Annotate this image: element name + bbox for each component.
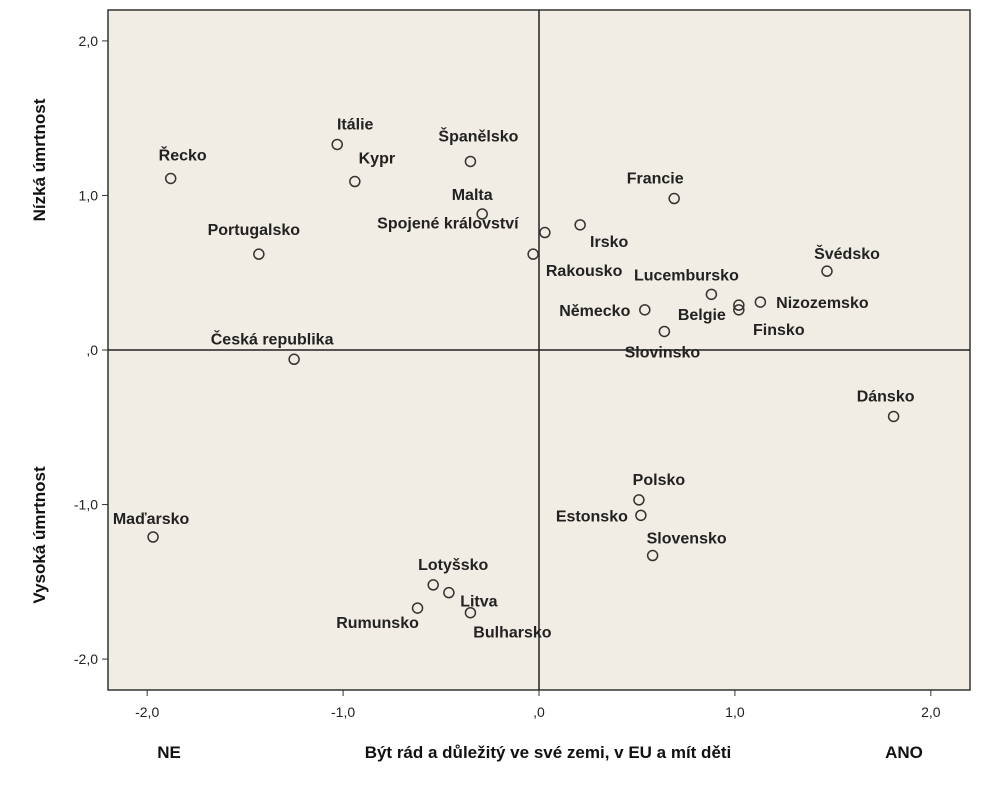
data-point	[821, 265, 833, 277]
x-tick-label: 1,0	[725, 704, 745, 720]
x-axis-ticks: -2,0 -1,0 ,0 1,0 2,0	[135, 690, 941, 720]
data-point-label: Estonsko	[556, 508, 628, 525]
data-point	[646, 549, 659, 562]
data-point	[349, 175, 361, 188]
data-point	[633, 494, 645, 506]
y-tick-label: 1,0	[79, 187, 99, 203]
data-point	[668, 192, 680, 205]
y-axis-ticks: 2,0 1,0 ,0 -1,0 -2,0	[74, 33, 108, 667]
y-tick-label: ,0	[86, 342, 98, 358]
data-point-label: Rumunsko	[336, 615, 419, 632]
data-point	[733, 299, 745, 311]
data-point-label: Španělsko	[438, 126, 518, 145]
x-axis-title: Být rád a důležitý ve své zemi, v EU a m…	[365, 743, 732, 762]
data-point-label: Česká republika	[211, 329, 334, 348]
data-point	[658, 325, 671, 338]
data-point-label: Litva	[460, 594, 497, 611]
data-point	[427, 579, 439, 591]
x-axis-right-label: ANO	[885, 743, 923, 762]
data-point	[705, 288, 718, 301]
x-tick-label: ,0	[533, 704, 545, 720]
data-point	[639, 304, 651, 316]
data-point-label: Švédsko	[814, 244, 880, 263]
x-tick-label: -1,0	[331, 704, 355, 720]
data-point	[464, 155, 477, 168]
data-point	[527, 248, 539, 260]
data-point-label: Belgie	[678, 307, 726, 324]
data-point-label: Malta	[452, 187, 493, 204]
data-point-label: Lucembursko	[634, 267, 739, 284]
data-point-label: Slovinsko	[625, 344, 701, 361]
y-tick-label: -1,0	[74, 497, 98, 513]
data-point-label: Rakousko	[546, 263, 623, 280]
data-point-label: Irsko	[590, 234, 628, 251]
reference-lines	[108, 10, 970, 690]
x-tick-label: -2,0	[135, 704, 159, 720]
data-point	[539, 226, 551, 239]
data-point	[754, 296, 767, 308]
data-point-label: Maďarsko	[113, 511, 190, 528]
data-point-label: Řecko	[159, 145, 207, 164]
data-point	[574, 219, 586, 231]
y-axis-top-label: Nízká úmrtnost	[30, 98, 49, 221]
data-point-label: Itálie	[337, 116, 374, 133]
x-axis-left-label: NE	[157, 743, 181, 762]
data-points	[147, 138, 900, 619]
data-point	[464, 606, 477, 619]
data-point	[288, 353, 300, 366]
data-point-label: Dánsko	[857, 388, 915, 405]
x-tick-label: 2,0	[921, 704, 941, 720]
data-point	[253, 248, 265, 260]
y-axis-bottom-label: Vysoká úmrtnost	[30, 466, 49, 604]
data-point	[733, 304, 745, 316]
data-point-label: Finsko	[753, 322, 805, 339]
data-point	[331, 138, 343, 151]
point-labels: Řecko Itálie Kypr Španělsko Malta Portugalsko…	[113, 116, 915, 641]
data-point-label: Lotyšsko	[418, 557, 488, 574]
data-point-label: Polsko	[633, 472, 686, 489]
data-point-label: Bulharsko	[473, 625, 551, 642]
data-point	[443, 586, 455, 599]
data-point	[887, 410, 900, 423]
data-point-label: Portugalsko	[208, 222, 301, 239]
data-point-label: Francie	[627, 171, 684, 188]
data-point	[164, 172, 177, 185]
data-point	[411, 602, 424, 614]
y-tick-label: 2,0	[79, 33, 99, 49]
data-point-label: Slovensko	[647, 531, 727, 548]
data-point-label: Nizozemsko	[776, 295, 869, 312]
data-point-label: Spojené království	[377, 216, 519, 233]
data-point	[147, 531, 159, 543]
y-tick-label: -2,0	[74, 651, 98, 667]
data-point-label: Německo	[559, 303, 630, 320]
data-point	[476, 208, 488, 220]
data-point	[635, 509, 647, 522]
data-point-label: Kypr	[359, 151, 395, 168]
